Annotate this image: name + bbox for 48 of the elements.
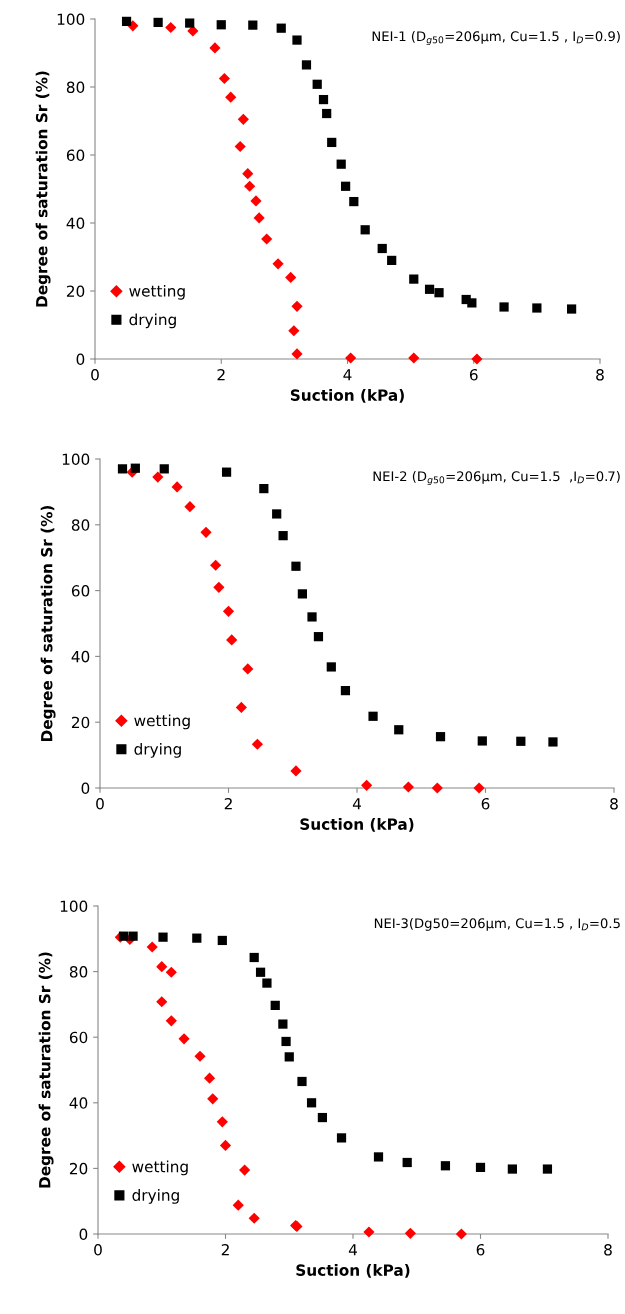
y-tick-label: 80 (71, 519, 90, 531)
x-tick-label: 6 (481, 797, 490, 810)
y-tick-label: 40 (69, 1097, 88, 1109)
legend-label: wetting (134, 714, 190, 730)
y-tick-label: 0 (79, 1228, 88, 1241)
x-tick-label: 8 (610, 797, 618, 810)
x-axis-title: Suction (kPa) (300, 818, 414, 832)
x-tick-label: 4 (352, 798, 361, 810)
legend-label: drying (132, 1189, 179, 1204)
annotation: NEI-2 (D$_{g50}$=206µm, Cu=1.5 ,I$_{D}$=0.7) (373, 471, 620, 486)
legend-label: wetting (129, 284, 185, 300)
x-tick-label: 6 (476, 1243, 485, 1256)
x-axis-title: Suction (kPa) (296, 1264, 410, 1278)
y-tick-label: 40 (71, 650, 90, 663)
y-tick-label: 0 (76, 353, 85, 366)
legend-label: drying (134, 743, 181, 758)
x-tick-label: 2 (221, 1243, 229, 1256)
y-axis-title: Degree of saturation Sr (%) (35, 71, 51, 307)
y-tick-label: 100 (62, 453, 90, 466)
x-axis-title: Suction (kPa) (290, 389, 404, 403)
x-tick-label: 4 (348, 1244, 357, 1256)
x-tick-label: 6 (469, 368, 478, 381)
y-tick-label: 40 (66, 217, 85, 230)
x-tick-label: 2 (224, 797, 232, 810)
y-tick-label: 80 (66, 81, 85, 94)
x-tick-label: 0 (91, 368, 99, 381)
y-tick-label: 20 (71, 716, 90, 729)
x-tick-label: 4 (343, 369, 352, 381)
y-tick-label: 60 (69, 1031, 88, 1044)
x-tick-label: 0 (96, 797, 104, 810)
x-tick-label: 8 (596, 368, 604, 381)
y-tick-label: 60 (66, 149, 85, 162)
y-tick-label: 100 (57, 13, 85, 26)
y-tick-label: 60 (71, 585, 90, 597)
x-tick-label: 0 (94, 1243, 102, 1256)
y-axis-title: Degree of saturation Sr (%) (38, 952, 54, 1188)
y-tick-label: 0 (81, 782, 90, 795)
annotation: NEI-3(Dg50=206µm, Cu=1.5 , I$_{D}$=0.5 (374, 918, 620, 931)
x-tick-label: 8 (604, 1243, 612, 1256)
annotation: NEI-1 (D$_{g50}$=206µm, Cu=1.5 , I$_{D}$=0.9) (372, 31, 620, 46)
legend-label: drying (129, 313, 176, 329)
y-tick-label: 20 (69, 1162, 88, 1175)
y-tick-label: 80 (69, 966, 88, 978)
y-tick-label: 100 (60, 900, 88, 913)
y-tick-label: 20 (66, 285, 85, 298)
x-tick-label: 2 (217, 368, 225, 381)
y-axis-title: Degree of saturation Sr (%) (40, 505, 56, 741)
legend-label: wetting (132, 1160, 188, 1176)
